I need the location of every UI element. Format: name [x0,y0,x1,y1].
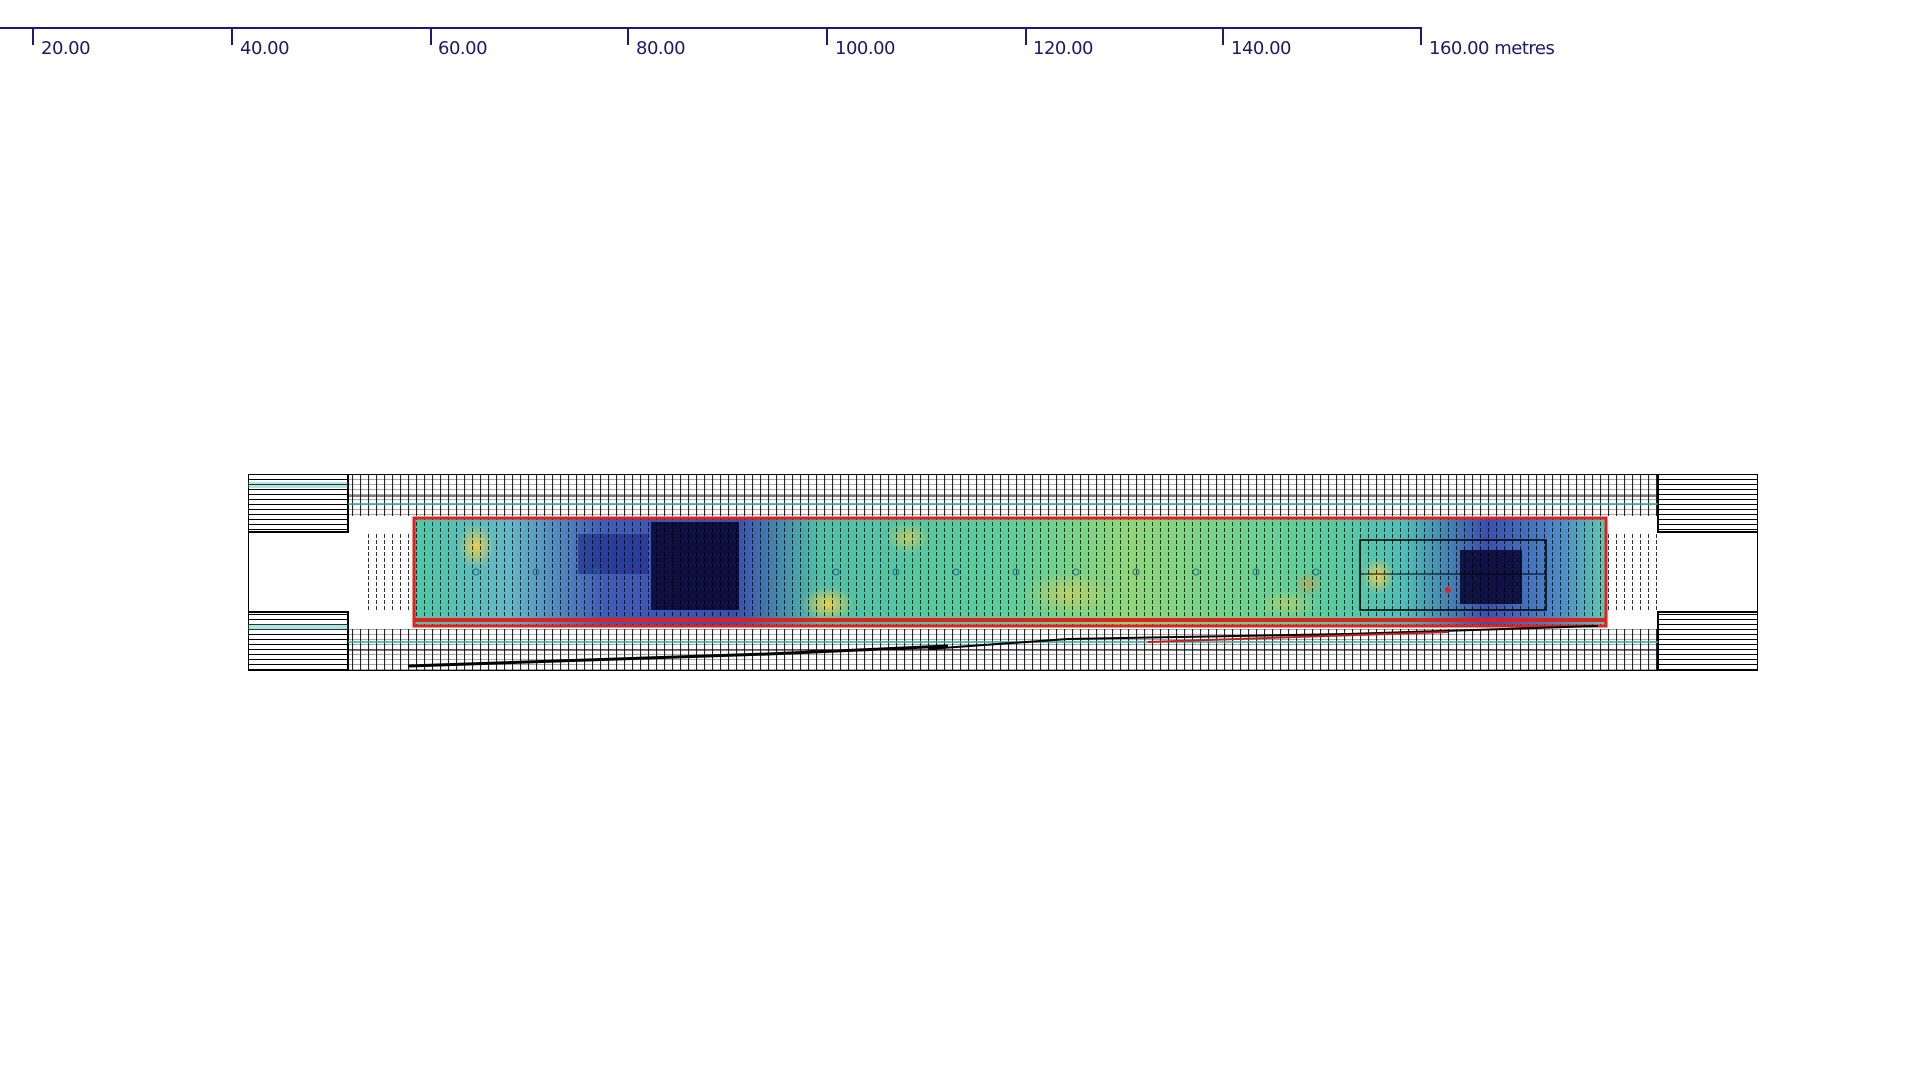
ruler-tick-label: 140.00 [1231,38,1291,59]
ruler-tick [1420,27,1422,45]
ruler-tick [826,27,828,45]
ruler-tick [627,27,629,45]
ruler-tick-label: 160.00 metres [1429,38,1555,59]
scale-ruler: 20.00 40.00 60.00 80.00 100.00 120.00 14… [0,0,1920,70]
ruler-tick-label: 80.00 [636,38,686,59]
ruler-tick-label: 100.00 [835,38,895,59]
right-end-block [1657,474,1758,671]
ruler-tick [1222,27,1224,45]
ruler-tick [430,27,432,45]
building-outline [412,516,1608,628]
ruler-tick-label: 40.00 [240,38,290,59]
ruler-tick-label: 120.00 [1033,38,1093,59]
building-plan-drawing[interactable] [248,474,1758,671]
ruler-tick [1025,27,1027,45]
ruler-line [0,27,1422,29]
ruler-tick [32,27,34,45]
ruler-tick-label: 20.00 [41,38,91,59]
ruler-tick-label: 60.00 [438,38,488,59]
ruler-tick [231,27,233,45]
left-end-block [248,474,349,671]
